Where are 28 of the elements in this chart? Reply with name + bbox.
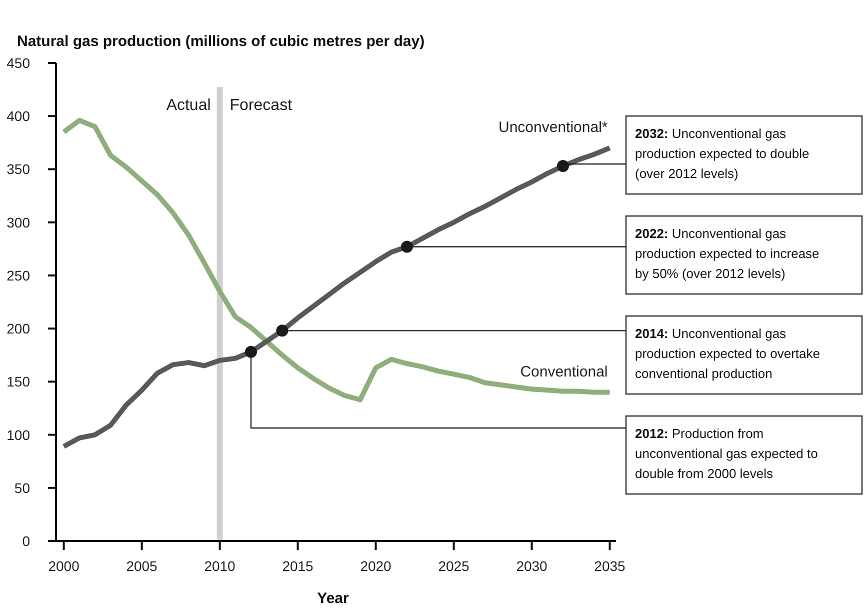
ref-line-label: Actual (166, 97, 211, 114)
y-tick-label: 200 (6, 320, 30, 337)
annotation: 2014: Unconventional gas production expected to overtake conventional production (635, 326, 820, 381)
annotation: 2022: Unconventional gas production expected to increase by 50% (over 2012 levels) (635, 226, 820, 281)
y-tick-label: 450 (6, 55, 30, 71)
chart-title: Natural gas production (millions of cubic metres per day) (17, 33, 425, 50)
x-tick-label: 2005 (126, 558, 158, 574)
y-tick-label: 400 (6, 108, 30, 124)
x-tick-label: 2020 (360, 558, 392, 574)
x-axis-title: Year (317, 590, 350, 607)
y-tick-label: 50 (14, 480, 30, 496)
series-label: Unconventional* (498, 118, 608, 136)
x-tick-label: 2035 (594, 558, 626, 574)
y-tick-label: 100 (6, 426, 30, 443)
x-tick-label: 2025 (438, 558, 470, 574)
series-label: Conventional (520, 363, 608, 380)
y-tick-label: 300 (6, 214, 30, 230)
x-tick-label: 2010 (204, 558, 236, 574)
x-tick-label: 2000 (48, 558, 80, 574)
y-tick-label: 250 (6, 267, 30, 284)
annotation: Forecast (230, 97, 293, 114)
y-tick-label: 150 (6, 374, 30, 390)
y-tick-label: 350 (6, 161, 30, 178)
x-tick-label: 2015 (282, 558, 314, 574)
y-tick-label: 0 (22, 533, 30, 549)
annotation: 2012: Production from unconventional gas expected to double from 2000 levels (635, 426, 818, 481)
x-tick-label: 2030 (516, 558, 548, 574)
annotation: 2032: Unconventional gas production expected to double (over 2012 levels) (635, 126, 810, 181)
